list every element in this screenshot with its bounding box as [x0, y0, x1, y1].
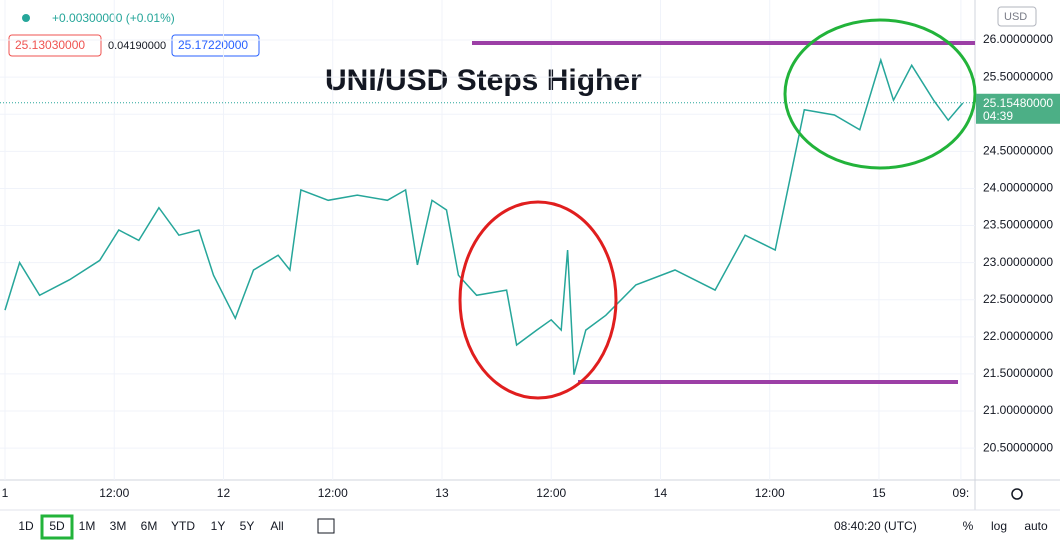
- range-button[interactable]: 3M: [110, 519, 127, 533]
- x-tick-label: 14: [654, 486, 668, 500]
- x-tick-label: 15: [872, 486, 886, 500]
- highlight-ellipse-green: [783, 18, 977, 170]
- y-tick-label: 22.00000000: [983, 329, 1053, 343]
- x-tick-label: 1: [2, 486, 9, 500]
- highlight-ellipse-red: [458, 200, 618, 400]
- date-range-icon[interactable]: [317, 518, 335, 534]
- x-tick-label: 12: [217, 486, 231, 500]
- range-button[interactable]: All: [270, 519, 283, 533]
- price-line: [4, 57, 964, 375]
- range-button[interactable]: 1Y: [211, 519, 226, 533]
- range-button[interactable]: 6M: [141, 519, 158, 533]
- x-tick-label: 12:00: [318, 486, 348, 500]
- y-tick-label: 23.00000000: [983, 255, 1053, 269]
- y-tick-label: 20.50000000: [983, 440, 1053, 454]
- ask: 25.17220000: [178, 38, 248, 52]
- y-tick-label: 21.50000000: [983, 366, 1053, 380]
- status-dot: [22, 14, 30, 22]
- last-price-label: 25.15480000: [983, 96, 1053, 110]
- clock: 08:40:20 (UTC): [834, 519, 917, 533]
- x-tick-label: 09:: [953, 486, 970, 500]
- currency[interactable]: USD: [1004, 11, 1027, 23]
- range-button[interactable]: 1M: [79, 519, 96, 533]
- y-tick-label: 21.00000000: [983, 403, 1053, 417]
- bid: 25.13030000: [15, 38, 85, 52]
- range-selected: [40, 514, 74, 540]
- scale-option[interactable]: %: [963, 519, 974, 533]
- x-tick-label: 12:00: [536, 486, 566, 500]
- settings-icon[interactable]: [1011, 488, 1023, 500]
- chart-title: UNI/USD Steps Higher: [325, 64, 642, 97]
- change: +0.00300000 (+0.01%): [52, 11, 175, 25]
- y-tick-label: 25.50000000: [983, 69, 1053, 83]
- x-tick-label: 12:00: [755, 486, 785, 500]
- range-button[interactable]: YTD: [171, 519, 195, 533]
- y-tick-label: 26.00000000: [983, 32, 1053, 46]
- spread: 0.04190000: [108, 40, 166, 52]
- x-tick-label: 12:00: [99, 486, 129, 500]
- y-tick-label: 24.50000000: [983, 144, 1053, 158]
- y-tick-label: 24.00000000: [983, 181, 1053, 195]
- range-button[interactable]: 5Y: [240, 519, 255, 533]
- currency-button[interactable]: [997, 6, 1037, 27]
- last-price-box: [976, 93, 1060, 124]
- scale-option[interactable]: auto: [1024, 519, 1048, 533]
- x-tick-label: 13: [435, 486, 449, 500]
- range-button[interactable]: 1D: [18, 519, 34, 533]
- countdown: 04:39: [983, 109, 1013, 123]
- y-tick-label: 22.50000000: [983, 292, 1053, 306]
- scale-option[interactable]: log: [991, 519, 1007, 533]
- y-tick-label: 23.50000000: [983, 218, 1053, 232]
- range-button[interactable]: 5D: [49, 519, 65, 533]
